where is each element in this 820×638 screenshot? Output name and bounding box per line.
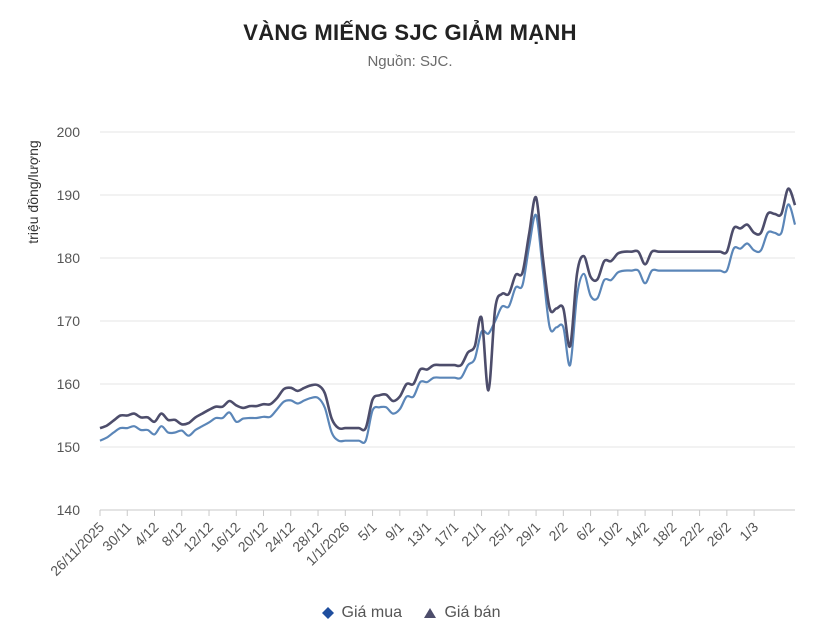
x-tick-label: 30/11 — [99, 519, 135, 555]
x-tick-label: 16/12 — [207, 519, 243, 555]
triangle-icon — [424, 608, 437, 618]
x-tick-label: 5/1 — [355, 519, 380, 544]
x-tick-label: 1/3 — [736, 519, 761, 544]
x-tick-label: 26/2 — [703, 519, 734, 550]
legend-label-gia-mua: Giá mua — [341, 604, 402, 621]
x-tick-label: 14/2 — [622, 519, 653, 550]
series-line-gia-mua — [99, 203, 797, 444]
x-tick-label: 22/2 — [676, 519, 707, 550]
diamond-icon — [321, 607, 334, 619]
x-tick-label: 17/1 — [431, 519, 462, 550]
line-chart: 140 150 160 170 180 190 200 26/11/202530/114/1… — [25, 124, 797, 579]
x-axis-ticks: 26/11/202530/114/128/1212/1216/1220/1224… — [47, 510, 761, 579]
x-tick-label: 18/2 — [649, 519, 680, 550]
series-lines — [99, 187, 797, 444]
x-tick-label: 6/2 — [573, 519, 598, 544]
x-tick-label: 13/1 — [404, 519, 435, 550]
y-tick-label: 180 — [57, 250, 81, 266]
grid — [100, 131, 795, 511]
chart-subtitle: Nguồn: SJC. — [367, 53, 453, 70]
y-tick-label: 170 — [57, 313, 81, 329]
legend-item-gia-ban[interactable]: Giá bán — [422, 604, 500, 622]
x-tick-label: 25/1 — [485, 519, 516, 550]
legend-item-gia-mua[interactable]: Giá mua — [320, 604, 402, 622]
y-axis-ticks: 140 150 160 170 180 190 200 — [57, 124, 81, 518]
legend-label-gia-ban: Giá bán — [444, 604, 501, 621]
x-tick-label: 24/12 — [262, 519, 298, 555]
chart-title: VÀNG MIẾNG SJC GIẢM MẠNH — [243, 20, 577, 45]
y-tick-label: 150 — [57, 439, 81, 455]
x-tick-label: 26/11/2025 — [47, 519, 107, 579]
y-axis-label: triệu đồng/lượng — [25, 140, 41, 243]
x-tick-label: 29/1 — [513, 519, 544, 550]
x-tick-label: 10/2 — [594, 519, 625, 550]
y-tick-label: 190 — [57, 187, 81, 203]
x-tick-label: 12/12 — [180, 519, 216, 555]
y-tick-label: 160 — [57, 376, 81, 392]
x-tick-label: 9/1 — [382, 519, 407, 544]
series-line-gia-ban — [99, 187, 797, 432]
y-tick-label: 200 — [57, 124, 81, 140]
y-tick-label: 140 — [57, 502, 81, 518]
x-tick-label: 20/12 — [235, 519, 271, 555]
x-tick-label: 4/12 — [131, 519, 162, 550]
x-tick-label: 21/1 — [458, 519, 489, 550]
x-tick-label: 2/2 — [545, 519, 570, 544]
legend: Giá mua Giá bán — [0, 604, 820, 626]
